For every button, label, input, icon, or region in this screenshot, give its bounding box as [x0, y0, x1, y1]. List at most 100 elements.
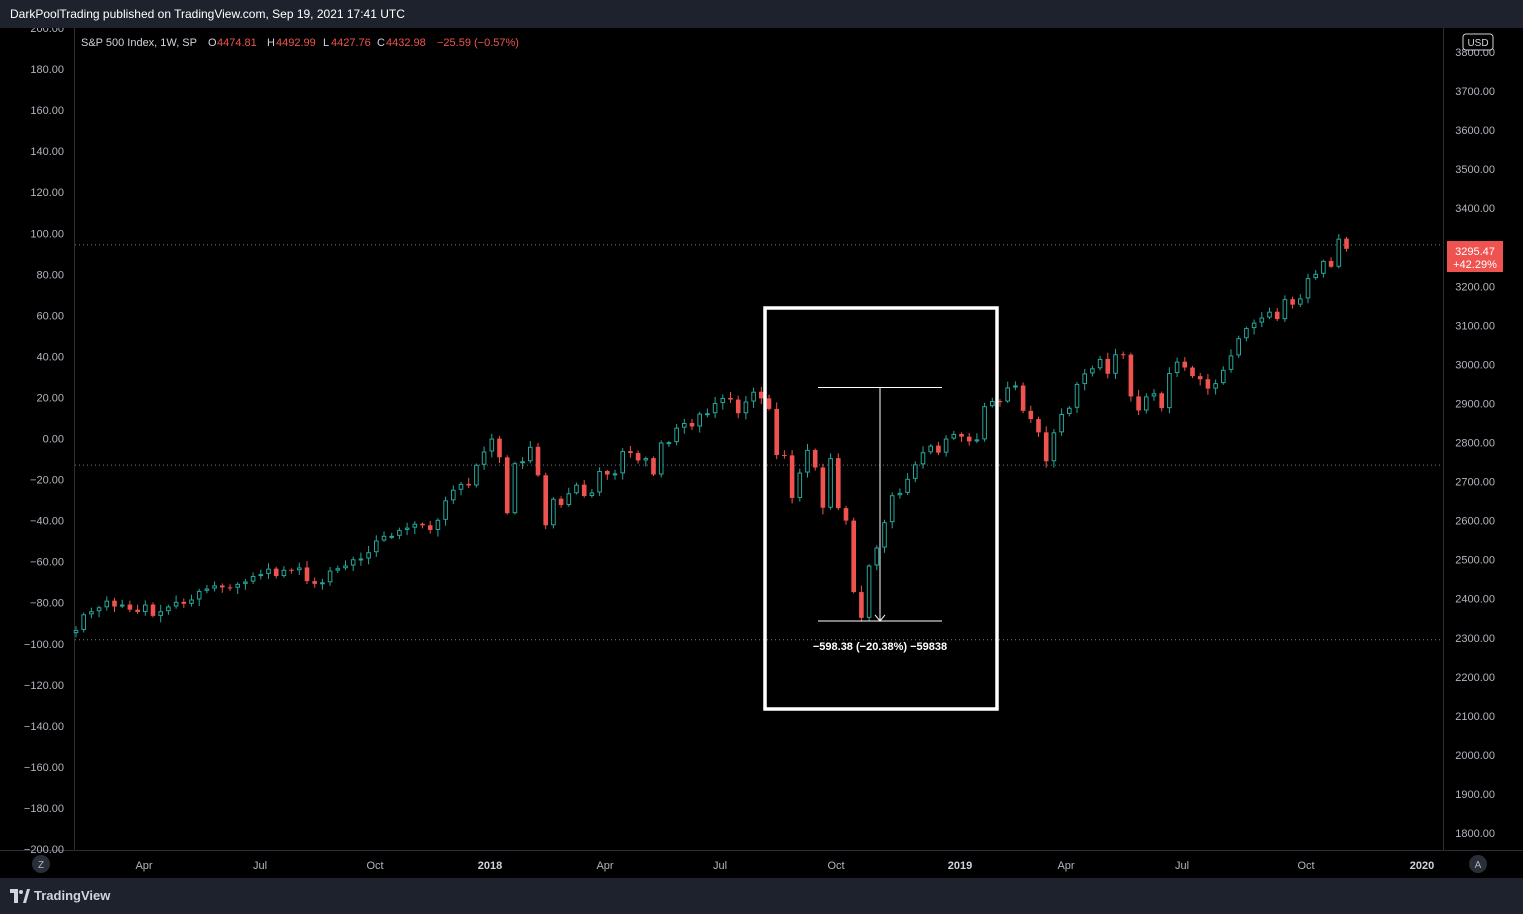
time-axis-tick: Jul	[253, 860, 267, 872]
candle-body	[1067, 407, 1072, 414]
candle-body	[1005, 387, 1011, 402]
candle-body	[1082, 373, 1088, 384]
candle-body	[851, 520, 856, 593]
candle-body	[782, 454, 787, 456]
right-axis: 3800.003700.003600.003500.003400.003300.…	[1455, 47, 1495, 840]
right-axis-tick: 3000.00	[1455, 359, 1495, 371]
candle-body	[366, 552, 371, 559]
candle-body	[1013, 385, 1018, 388]
left-axis-tick: −120.00	[24, 680, 64, 692]
candle-body	[489, 438, 495, 452]
right-axis-tick: 2900.00	[1455, 398, 1495, 410]
candle-body	[466, 483, 471, 486]
legend-open-label: O	[208, 37, 217, 49]
candle-body	[1059, 413, 1064, 433]
candle-body	[181, 601, 187, 604]
candle-body	[420, 523, 425, 526]
candle-body	[1259, 317, 1265, 323]
chart-area[interactable]: 200.00 180.00 160.00 140.00 120.00 100.00 80.0…	[0, 23, 1523, 878]
auto-scale-a-button[interactable]: A	[1469, 855, 1487, 873]
candle-body	[666, 442, 672, 445]
candle-body	[843, 508, 849, 521]
right-axis-tick: 3200.00	[1455, 281, 1495, 293]
right-axis-tick: 3500.00	[1455, 164, 1495, 176]
candle-body	[327, 570, 333, 583]
candle-body	[220, 585, 225, 588]
candle-body	[1197, 376, 1203, 380]
legend-symbol: S&P 500 Index, 1W, SP	[81, 37, 197, 49]
candle-body	[474, 464, 479, 486]
candle-body	[1205, 379, 1211, 389]
candle-body	[1113, 354, 1118, 374]
candle-body	[1074, 383, 1080, 408]
legend-close-label: C	[377, 37, 385, 49]
tradingview-logo[interactable]: TradingView	[10, 888, 110, 903]
candle-body	[143, 604, 148, 612]
candle-body	[320, 582, 325, 585]
candle-body	[104, 600, 110, 608]
candle-body	[589, 492, 595, 496]
tradingview-logo-icon	[10, 888, 30, 903]
candle-body	[728, 397, 733, 400]
right-axis-tick: 2500.00	[1455, 555, 1495, 567]
candle-body	[443, 500, 448, 520]
time-axis-tick: Apr	[135, 860, 152, 872]
candle-body	[335, 568, 341, 571]
candle-body	[551, 498, 556, 526]
highlight-box	[763, 306, 999, 711]
candle-body	[397, 529, 402, 536]
candle-body	[73, 629, 79, 634]
candle-body	[820, 467, 826, 508]
candle-body	[913, 464, 918, 479]
candle-body	[273, 568, 279, 577]
candle-body	[1097, 358, 1103, 369]
left-axis-tick: 20.00	[36, 392, 64, 404]
candle-body	[227, 587, 233, 589]
left-axis-tick: 40.00	[36, 351, 64, 363]
left-axis-tick: −200.00	[24, 844, 64, 856]
right-axis-tick: 3600.00	[1455, 125, 1495, 137]
candle-body	[297, 567, 302, 571]
left-axis-tick: 120.00	[30, 187, 64, 199]
candle-body	[1151, 393, 1157, 397]
log-scale-z-button[interactable]: Z	[32, 855, 50, 873]
candle-body	[435, 519, 441, 530]
candle-body	[212, 585, 217, 589]
price-badge-percent: +42.29%	[1453, 259, 1497, 271]
candle-body	[304, 567, 310, 582]
candle-body	[974, 439, 980, 442]
candle-body	[1321, 260, 1326, 274]
currency-button[interactable]: USD	[1462, 33, 1494, 51]
right-axis-tick: 2300.00	[1455, 633, 1495, 645]
left-axis-tick: −140.00	[24, 721, 64, 733]
candle-body	[720, 397, 726, 404]
time-axis-tick: 2019	[948, 860, 972, 872]
time-axis-tick: Apr	[596, 860, 613, 872]
candle-body	[1344, 238, 1349, 249]
right-axis-tick: 2700.00	[1455, 477, 1495, 489]
candle-body	[1036, 419, 1041, 433]
candle-body	[374, 540, 379, 553]
time-axis-tick: 2018	[478, 860, 502, 872]
candle-body	[1213, 383, 1218, 389]
candle-body	[427, 525, 433, 530]
candle-body	[1267, 311, 1272, 318]
left-axis-tick: 100.00	[30, 228, 64, 240]
candle-body	[605, 471, 610, 475]
candle-body	[1020, 385, 1026, 411]
candle-body	[805, 449, 810, 473]
symbol-legend[interactable]: S&P 500 Index, 1W, SP O 4474.81 H 4492.9…	[81, 37, 519, 49]
candle-body	[89, 611, 94, 615]
candle-body	[281, 569, 287, 577]
candle-body	[343, 565, 348, 569]
right-axis-tick: 2400.00	[1455, 594, 1495, 606]
right-axis-tick: 3100.00	[1455, 320, 1495, 332]
candle-body	[1120, 354, 1126, 356]
candle-body	[381, 535, 387, 541]
right-axis-tick: 2100.00	[1455, 711, 1495, 723]
measure-tool[interactable]: −598.38 (−20.38%) −59838	[813, 386, 947, 653]
candle-body	[1336, 238, 1342, 267]
candle-body	[566, 493, 572, 505]
candle-body	[312, 581, 317, 584]
candlestick-chart[interactable]: 200.00 180.00 160.00 140.00 120.00 100.00 80.0…	[0, 23, 1523, 878]
